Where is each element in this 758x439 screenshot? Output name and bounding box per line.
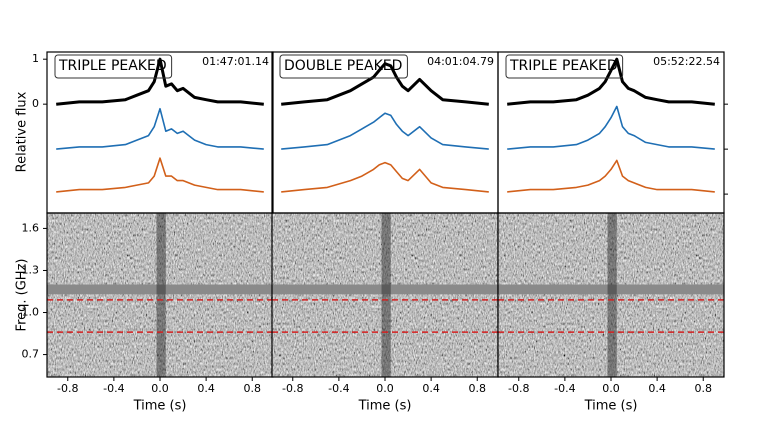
y-tick-label: 0: [32, 97, 39, 110]
flux-profile: [56, 157, 264, 193]
x-tick-label: 0.4: [648, 382, 666, 395]
x-axis-label: Time (s): [133, 399, 187, 414]
flux-profile: [507, 159, 715, 193]
x-tick-label: -0.4: [554, 382, 575, 395]
burst-label: TRIPLE PEAKED: [58, 58, 167, 74]
x-axis-label: Time (s): [358, 399, 412, 414]
flux-profile: [281, 161, 489, 193]
spectrum-noise: [498, 213, 724, 377]
y-tick-label: 0.7: [22, 348, 40, 361]
flux-profile: [281, 112, 489, 150]
burst-streak: [381, 213, 391, 377]
burst-streak: [607, 213, 617, 377]
x-tick-label: 0.8: [468, 382, 486, 395]
y-tick-label: 1.6: [22, 221, 40, 234]
y-axis-label: Relative flux: [15, 91, 30, 172]
label-box: [279, 54, 408, 79]
x-tick-label: -0.8: [57, 382, 78, 395]
rfi-band: [272, 284, 498, 295]
flux-profile: [507, 105, 715, 150]
x-tick-label: 0.0: [376, 382, 394, 395]
timestamp: 04:01:04.79: [427, 55, 494, 68]
x-tick-label: 0.8: [243, 382, 261, 395]
x-tick-label: -0.8: [508, 382, 529, 395]
flux-profile: [281, 62, 489, 106]
x-tick-label: -0.8: [282, 382, 303, 395]
burst-label: DOUBLE PEAKED: [284, 58, 402, 74]
spectrum-noise: [47, 213, 273, 377]
flux-profile: [507, 57, 715, 106]
flux-profile: [56, 107, 264, 150]
burst-label: TRIPLE PEAKED: [509, 58, 618, 74]
x-tick-label: -0.4: [103, 382, 124, 395]
timestamp: 01:47:01.14: [202, 55, 269, 68]
x-tick-label: -0.4: [328, 382, 349, 395]
y-tick-label: 1.0: [22, 306, 40, 319]
x-tick-label: 0.0: [151, 382, 169, 395]
x-tick-label: 0.4: [422, 382, 440, 395]
x-tick-label: 0.0: [602, 382, 620, 395]
spectrum-noise: [272, 213, 498, 377]
rfi-band: [47, 284, 273, 295]
timestamp: 05:52:22.54: [653, 55, 720, 68]
x-axis-label: Time (s): [584, 399, 638, 414]
label-box: [505, 54, 624, 79]
rfi-band: [498, 284, 724, 295]
x-tick-label: 0.8: [694, 382, 712, 395]
y-axis-label: Freq. (GHz): [15, 259, 30, 332]
y-tick-label: 1: [32, 52, 39, 65]
x-tick-label: 0.4: [197, 382, 215, 395]
burst-streak: [156, 213, 166, 377]
y-tick-label: 1.3: [22, 263, 40, 276]
flux-profile: [56, 57, 264, 106]
label-box: [54, 54, 173, 79]
